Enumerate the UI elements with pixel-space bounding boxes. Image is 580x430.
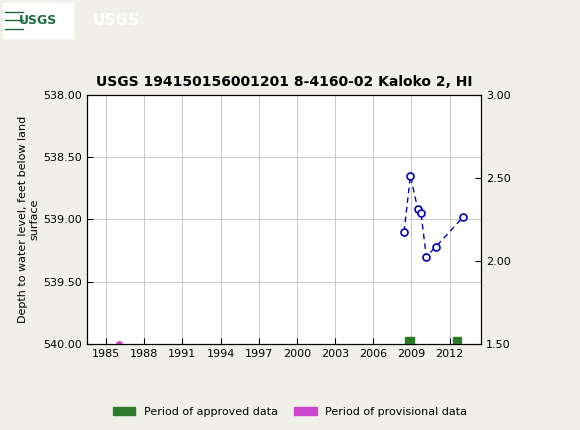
Legend: Period of approved data, Period of provisional data: Period of approved data, Period of provi…	[109, 403, 471, 420]
Text: USGS: USGS	[19, 14, 57, 27]
Y-axis label: Depth to water level, feet below land
surface: Depth to water level, feet below land su…	[17, 116, 39, 323]
Bar	[454, 337, 461, 344]
FancyBboxPatch shape	[3, 3, 72, 37]
Bar	[405, 337, 414, 344]
Title: USGS 194150156001201 8-4160-02 Kaloko 2, HI: USGS 194150156001201 8-4160-02 Kaloko 2,…	[96, 75, 473, 89]
Text: USGS: USGS	[93, 13, 140, 28]
